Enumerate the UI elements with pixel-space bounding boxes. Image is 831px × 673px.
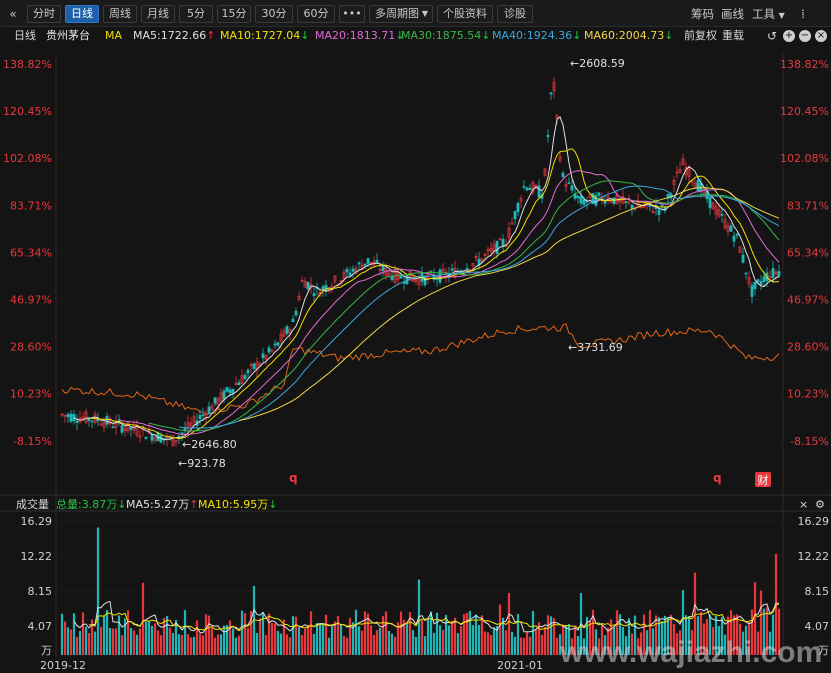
annotations: ←2608.59 ←3731.69 ←2646.80 ←923.78 q q 财 bbox=[178, 57, 771, 487]
y-axis-label-right: -8.15% bbox=[790, 435, 829, 448]
draw-line-button[interactable]: 画线 bbox=[721, 7, 744, 21]
ma-value-4: MA40:1924.36 ↓ bbox=[492, 29, 582, 42]
caret-down-icon: ▼ bbox=[778, 11, 785, 20]
y-axis-label-right: 120.45% bbox=[780, 105, 829, 118]
volume-y-label-left: 16.29 bbox=[21, 515, 53, 528]
y-axis-label-left: 138.82% bbox=[3, 58, 52, 71]
finance-badge-label: 财 bbox=[758, 473, 769, 487]
event-marker: q bbox=[713, 471, 722, 485]
caret-down-icon: ▼ bbox=[421, 9, 428, 18]
ma-info-bar: 日线 贵州茅台 MA MA5:1722.66 ↑ MA10:1727.04 ↓ MA20… bbox=[0, 27, 831, 45]
double-chevron-left-icon[interactable]: « bbox=[9, 7, 17, 21]
y-axis-label-left: 28.60% bbox=[10, 341, 52, 354]
volume-y-label-right: 8.15 bbox=[805, 585, 830, 598]
close-icon[interactable]: × bbox=[815, 30, 827, 42]
ma-value-1: MA10:1727.04 ↓ bbox=[220, 29, 310, 42]
volume-y-label-left: 8.15 bbox=[28, 585, 53, 598]
tab-monthly[interactable]: 月线 bbox=[141, 5, 175, 23]
ma-value-3: MA30:1875.54 ↓ bbox=[401, 29, 491, 42]
stock-info-button[interactable]: 个股资料 bbox=[437, 5, 493, 23]
stock-name: 贵州茅台 bbox=[46, 29, 90, 42]
chip-distribution-button[interactable]: 筹码 bbox=[691, 7, 714, 21]
adjust-mode[interactable]: 前复权 bbox=[684, 29, 717, 42]
tab-60min[interactable]: 60分 bbox=[297, 5, 335, 23]
moving-averages bbox=[73, 116, 780, 441]
y-axis-label-left: -8.15% bbox=[13, 435, 52, 448]
y-axis-label-right: 46.97% bbox=[787, 294, 829, 307]
overlay-button[interactable]: 重载 bbox=[722, 29, 744, 42]
y-axis-label-left: 10.23% bbox=[10, 388, 52, 401]
volume-bars bbox=[60, 527, 781, 655]
tools-label: 工具 bbox=[752, 7, 775, 21]
y-axis-label-left: 120.45% bbox=[3, 105, 52, 118]
multi-period-dropdown[interactable]: 多周期图 ▼ bbox=[369, 5, 433, 23]
ma-value-0: MA5:1722.66 ↑ bbox=[133, 29, 216, 42]
volume-y-label-right: 16.29 bbox=[798, 515, 830, 528]
tools-dropdown[interactable]: 工具 ▼ bbox=[752, 5, 785, 23]
y-axis-label-right: 102.08% bbox=[780, 152, 829, 165]
volume-title: 成交量 bbox=[16, 498, 49, 511]
multi-period-label: 多周期图 bbox=[375, 7, 419, 20]
kline-chart[interactable]: 138.82% 138.82% 120.45% 120.45% 102.08% 102.0… bbox=[0, 45, 831, 673]
x-axis-label: 2019-12 bbox=[40, 659, 86, 672]
y-axis-labels: 138.82% 138.82% 120.45% 120.45% 102.08% 102.0… bbox=[3, 58, 829, 672]
gear-icon[interactable]: ⚙ bbox=[815, 498, 825, 511]
diagnose-button[interactable]: 诊股 bbox=[497, 5, 533, 23]
y-axis-label-left: 83.71% bbox=[10, 199, 52, 212]
close-icon[interactable]: × bbox=[799, 498, 809, 511]
volume-y-label-right: 12.22 bbox=[798, 550, 830, 563]
low-price-label: ←2646.80 bbox=[182, 438, 237, 451]
tab-daily[interactable]: 日线 bbox=[65, 5, 99, 23]
candlesticks bbox=[60, 77, 781, 447]
undo-icon[interactable]: ↺ bbox=[767, 29, 778, 43]
volume-unit-left: 万 bbox=[41, 644, 52, 657]
volume-ma5: MA5:5.27万↑ bbox=[126, 498, 199, 511]
tab-30min[interactable]: 30分 bbox=[255, 5, 293, 23]
more-periods-button[interactable]: ••• bbox=[339, 5, 365, 23]
y-axis-label-right: 138.82% bbox=[780, 58, 829, 71]
event-marker: q bbox=[289, 471, 298, 485]
toolbar: « 分时 日线 周线 月线 5分 15分 30分 60分 ••• 多周期图 ▼ … bbox=[0, 0, 831, 27]
ma-value-5: MA60:2004.73 ↓ bbox=[584, 29, 674, 42]
y-axis-label-right: 10.23% bbox=[787, 388, 829, 401]
ma-label[interactable]: MA bbox=[105, 29, 123, 42]
compare-line bbox=[61, 323, 780, 416]
volume-y-label-left: 4.07 bbox=[28, 620, 53, 633]
collapse-icon[interactable]: ⁞ bbox=[801, 7, 805, 21]
high-price-label: ←2608.59 bbox=[570, 57, 625, 70]
compare-low-label: ←923.78 bbox=[178, 457, 226, 470]
zoom-in-icon[interactable]: + bbox=[783, 30, 795, 42]
compare-high-label: ←3731.69 bbox=[568, 341, 623, 354]
volume-y-label-left: 12.22 bbox=[21, 550, 53, 563]
finance-badge bbox=[755, 472, 771, 487]
y-axis-label-right: 83.71% bbox=[787, 199, 829, 212]
x-axis-label: 2021-01 bbox=[497, 659, 543, 672]
volume-total: 总量:3.87万↓ bbox=[56, 498, 127, 511]
tab-weekly[interactable]: 周线 bbox=[103, 5, 137, 23]
volume-unit-right: 万 bbox=[818, 644, 829, 657]
y-axis-label-right: 65.34% bbox=[787, 246, 829, 259]
tab-fenshi[interactable]: 分时 bbox=[27, 5, 61, 23]
y-axis-label-right: 28.60% bbox=[787, 341, 829, 354]
watermark: www.wajiazhi.com bbox=[560, 636, 823, 669]
y-axis-label-left: 46.97% bbox=[10, 294, 52, 307]
period-label: 日线 bbox=[14, 29, 36, 42]
grid bbox=[0, 53, 831, 657]
volume-header: 成交量 总量:3.87万↓ MA5:5.27万↑ MA10:5.95万↓ × ⚙ bbox=[0, 497, 831, 513]
tab-15min[interactable]: 15分 bbox=[217, 5, 251, 23]
volume-ma10: MA10:5.95万↓ bbox=[198, 498, 278, 511]
ma-value-2: MA20:1813.71 ↓ bbox=[315, 29, 405, 42]
volume-y-label-right: 4.07 bbox=[805, 620, 830, 633]
y-axis-label-left: 102.08% bbox=[3, 152, 52, 165]
y-axis-label-left: 65.34% bbox=[10, 246, 52, 259]
zoom-out-icon[interactable]: − bbox=[799, 30, 811, 42]
tab-5min[interactable]: 5分 bbox=[179, 5, 213, 23]
